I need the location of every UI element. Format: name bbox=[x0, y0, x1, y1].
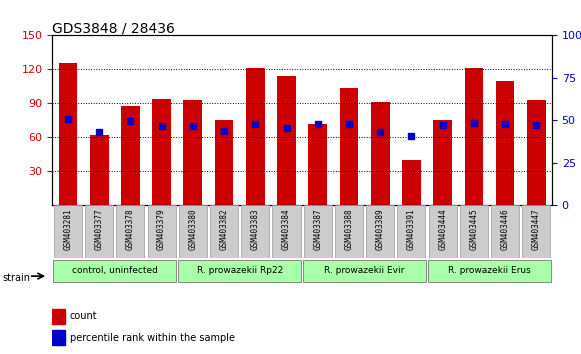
Text: GSM403447: GSM403447 bbox=[532, 208, 541, 250]
FancyBboxPatch shape bbox=[210, 205, 238, 258]
FancyBboxPatch shape bbox=[241, 205, 270, 258]
FancyBboxPatch shape bbox=[178, 260, 302, 282]
Bar bbox=[527, 100, 546, 205]
Text: percentile rank within the sample: percentile rank within the sample bbox=[70, 332, 235, 343]
Text: GDS3848 / 28436: GDS3848 / 28436 bbox=[52, 21, 175, 35]
Text: GSM403446: GSM403446 bbox=[501, 208, 510, 250]
Text: GSM403445: GSM403445 bbox=[469, 208, 478, 250]
Text: GSM403383: GSM403383 bbox=[251, 208, 260, 250]
Text: GSM403387: GSM403387 bbox=[313, 208, 322, 250]
Bar bbox=[121, 105, 139, 205]
Text: GSM403444: GSM403444 bbox=[438, 208, 447, 250]
FancyBboxPatch shape bbox=[303, 260, 426, 282]
Bar bbox=[309, 124, 327, 205]
FancyBboxPatch shape bbox=[397, 205, 425, 258]
Bar bbox=[496, 81, 514, 205]
FancyBboxPatch shape bbox=[428, 260, 551, 282]
Text: GSM403384: GSM403384 bbox=[282, 208, 291, 250]
Text: GSM403391: GSM403391 bbox=[407, 208, 416, 250]
Bar bbox=[89, 135, 109, 205]
Text: GSM403380: GSM403380 bbox=[188, 208, 198, 250]
FancyBboxPatch shape bbox=[53, 260, 177, 282]
Text: GSM403378: GSM403378 bbox=[126, 208, 135, 250]
Text: R. prowazekii Evir: R. prowazekii Evir bbox=[324, 266, 405, 275]
Bar bbox=[246, 68, 264, 205]
FancyBboxPatch shape bbox=[304, 205, 332, 258]
FancyBboxPatch shape bbox=[335, 205, 363, 258]
FancyBboxPatch shape bbox=[522, 205, 550, 258]
Bar bbox=[184, 100, 202, 205]
FancyBboxPatch shape bbox=[85, 205, 113, 258]
FancyBboxPatch shape bbox=[148, 205, 175, 258]
Text: count: count bbox=[70, 311, 98, 321]
Bar bbox=[371, 102, 389, 205]
Text: GSM403281: GSM403281 bbox=[63, 208, 73, 250]
Bar bbox=[52, 309, 64, 324]
FancyBboxPatch shape bbox=[272, 205, 300, 258]
Text: GSM403382: GSM403382 bbox=[220, 208, 228, 250]
Text: control, uninfected: control, uninfected bbox=[72, 266, 157, 275]
Text: GSM403389: GSM403389 bbox=[376, 208, 385, 250]
Text: R. prowazekii Erus: R. prowazekii Erus bbox=[448, 266, 531, 275]
Text: GSM403388: GSM403388 bbox=[345, 208, 353, 250]
FancyBboxPatch shape bbox=[429, 205, 457, 258]
Bar bbox=[339, 87, 358, 205]
Bar bbox=[433, 120, 452, 205]
FancyBboxPatch shape bbox=[54, 205, 82, 258]
Bar bbox=[465, 68, 483, 205]
FancyBboxPatch shape bbox=[179, 205, 207, 258]
Bar bbox=[214, 120, 234, 205]
Bar bbox=[277, 76, 296, 205]
FancyBboxPatch shape bbox=[366, 205, 394, 258]
Bar bbox=[59, 63, 77, 205]
Text: GSM403377: GSM403377 bbox=[95, 208, 103, 250]
FancyBboxPatch shape bbox=[460, 205, 488, 258]
FancyBboxPatch shape bbox=[491, 205, 519, 258]
Bar bbox=[52, 330, 64, 345]
FancyBboxPatch shape bbox=[116, 205, 145, 258]
Text: R. prowazekii Rp22: R. prowazekii Rp22 bbox=[196, 266, 283, 275]
Text: GSM403379: GSM403379 bbox=[157, 208, 166, 250]
Text: strain: strain bbox=[3, 273, 31, 283]
Bar bbox=[152, 99, 171, 205]
Bar bbox=[402, 160, 421, 205]
